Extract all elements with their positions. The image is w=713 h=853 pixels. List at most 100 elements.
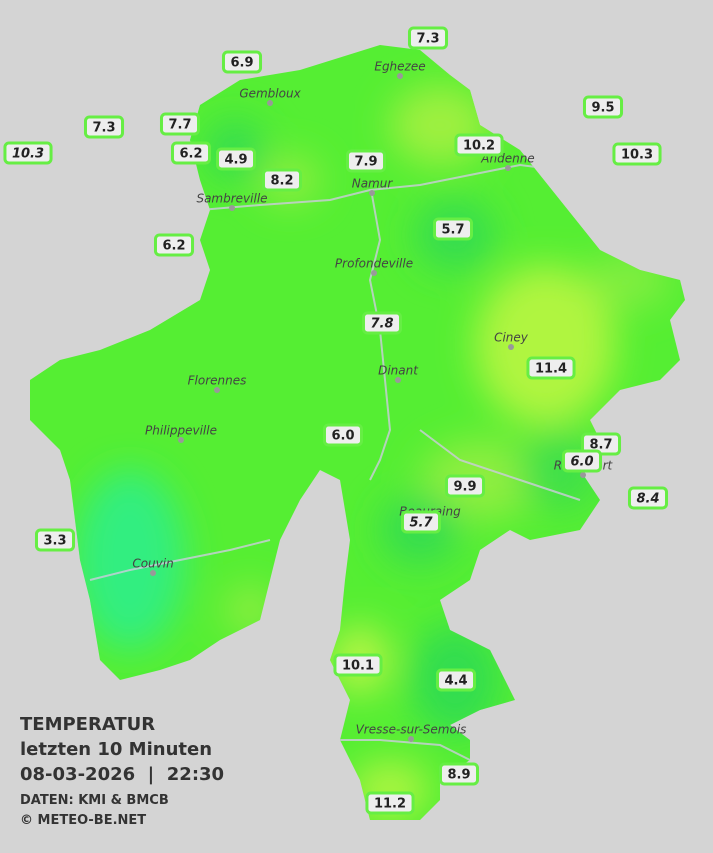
station: 10.2	[454, 133, 504, 157]
station: 5.7	[432, 217, 474, 241]
city-label: Eghezee	[374, 60, 425, 74]
city-label: Ciney	[494, 331, 529, 345]
station: 3.3	[34, 528, 76, 552]
station: 7.3	[83, 115, 125, 139]
subtitle: letzten 10 Minuten	[20, 739, 212, 760]
station-value: 10.1	[342, 659, 374, 674]
city-label: Profondeville	[335, 257, 413, 271]
station-box	[3, 141, 53, 165]
station: 7.3	[407, 26, 449, 50]
city-label: Florennes	[188, 374, 247, 388]
station-box	[34, 528, 76, 552]
station: 10.1	[333, 653, 383, 677]
station-value: 11.2	[374, 797, 406, 812]
station: 5.7	[400, 510, 442, 534]
station-value: 6.2	[179, 147, 202, 162]
city-label: Gembloux	[239, 87, 301, 101]
station-box	[627, 486, 669, 510]
station-box	[526, 356, 576, 380]
station-box	[345, 149, 387, 173]
station-box	[365, 791, 415, 815]
station-box	[454, 133, 504, 157]
station-value: 6.0	[331, 429, 354, 444]
station-box	[322, 423, 364, 447]
station-box	[407, 26, 449, 50]
station-box	[561, 449, 603, 473]
station-value: 7.7	[168, 118, 191, 133]
title: TEMPERATUR	[20, 714, 155, 735]
city-dot	[150, 570, 156, 576]
datetime: 08-03-2026 | 22:30	[20, 764, 224, 785]
city-label: Dinant	[378, 364, 419, 378]
station-box	[582, 95, 624, 119]
city-label: Couvin	[132, 557, 173, 571]
station-box	[435, 668, 477, 692]
station-value: 4.9	[224, 153, 247, 168]
station-value: 9.5	[591, 101, 614, 116]
station: 6.2	[153, 233, 195, 257]
station: 6.2	[170, 141, 212, 165]
station: 9.5	[582, 95, 624, 119]
station-box	[170, 141, 212, 165]
station-value: 8.2	[270, 174, 293, 189]
station: 4.9	[215, 147, 257, 171]
city-dot	[267, 100, 273, 106]
station: 11.4	[526, 356, 576, 380]
station-value: 7.8	[370, 317, 393, 332]
station: 8.4	[627, 486, 669, 510]
station-box	[221, 50, 263, 74]
station-value: 10.3	[12, 147, 44, 162]
station: 10.3	[3, 141, 53, 165]
city-label: Sambreville	[196, 192, 267, 206]
station: 7.8	[361, 311, 403, 335]
station-value: 6.9	[230, 56, 253, 71]
city-dot	[505, 165, 511, 171]
city-dot	[395, 377, 401, 383]
station: 6.9	[221, 50, 263, 74]
station: 10.3	[612, 142, 662, 166]
city-dot	[508, 344, 514, 350]
city-dot	[369, 190, 375, 196]
station-value: 10.3	[621, 148, 653, 163]
station-box	[153, 233, 195, 257]
station-box	[333, 653, 383, 677]
station-box	[432, 217, 474, 241]
station-value: 7.3	[92, 121, 115, 136]
city-label: Namur	[352, 177, 394, 191]
station: 4.4	[435, 668, 477, 692]
station-box	[444, 474, 486, 498]
station-value: 4.4	[444, 674, 467, 689]
station: 8.2	[261, 168, 303, 192]
station-value: 5.7	[441, 223, 464, 238]
station-value: 8.7	[589, 438, 612, 453]
station: 6.0	[561, 449, 603, 473]
city-label: Vresse-sur-Semois	[356, 723, 467, 737]
station-box	[159, 112, 201, 136]
station-box	[400, 510, 442, 534]
station-value: 8.4	[636, 492, 659, 507]
station-value: 11.4	[535, 362, 567, 377]
station: 7.9	[345, 149, 387, 173]
city-dot	[408, 736, 414, 742]
station: 9.9	[444, 474, 486, 498]
station: 11.2	[365, 791, 415, 815]
station: 6.0	[322, 423, 364, 447]
station-value: 3.3	[43, 534, 66, 549]
station-value: 10.2	[463, 139, 495, 154]
city-dot	[229, 205, 235, 211]
station-value: 6.0	[570, 455, 593, 470]
station: 8.9	[438, 762, 480, 786]
station-box	[83, 115, 125, 139]
station-box	[612, 142, 662, 166]
station-box	[361, 311, 403, 335]
city-dot	[178, 437, 184, 443]
station-value: 5.7	[409, 516, 433, 531]
station-value: 6.2	[162, 239, 185, 254]
city-dot	[371, 270, 377, 276]
station-value: 7.3	[416, 32, 439, 47]
station-value: 7.9	[354, 155, 377, 170]
station: 7.7	[159, 112, 201, 136]
station-value: 9.9	[453, 480, 476, 495]
station-box	[215, 147, 257, 171]
